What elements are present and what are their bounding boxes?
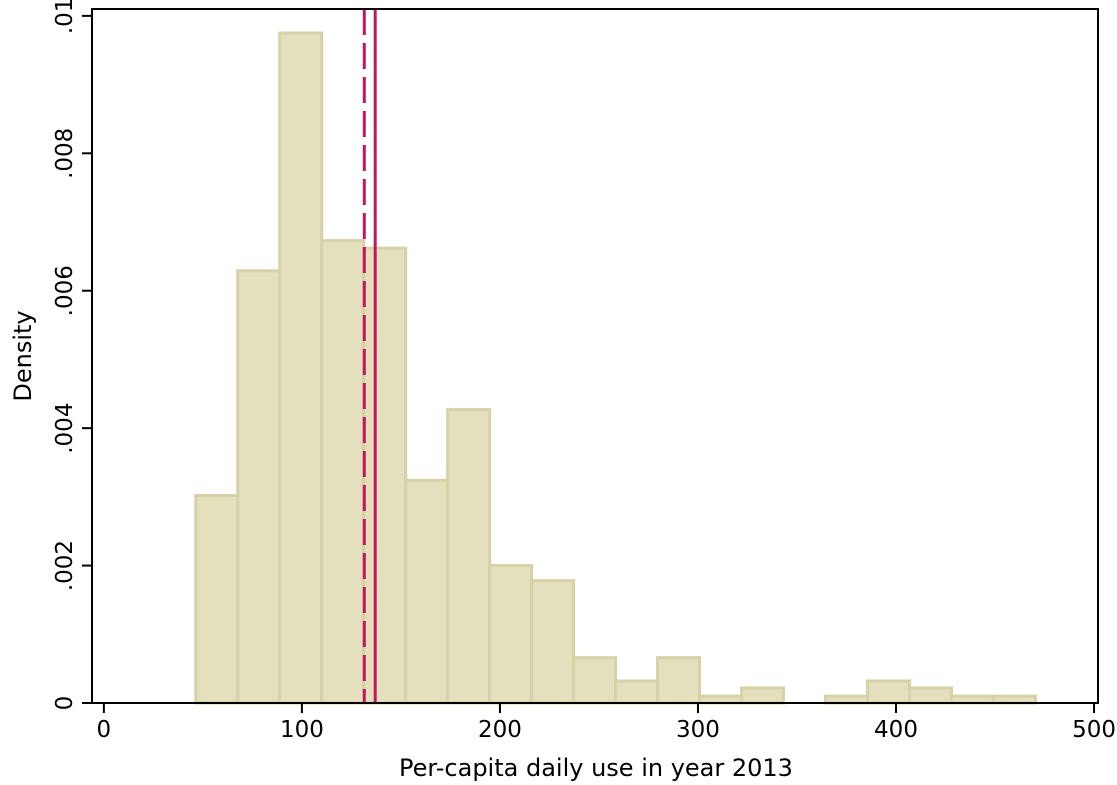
x-tick-label: 0 <box>97 717 112 743</box>
histogram-bar <box>446 408 492 705</box>
histogram-bar <box>991 694 1037 705</box>
histogram-bar <box>404 478 450 705</box>
histogram-bar <box>278 31 324 705</box>
x-tick-label: 100 <box>280 717 324 743</box>
x-tick-label: 200 <box>478 717 522 743</box>
bars-layer <box>103 31 1098 705</box>
histogram-bar <box>740 686 786 705</box>
histogram-bar <box>698 694 744 705</box>
histogram-bar <box>824 694 869 705</box>
y-axis: 0 .002 .004 .006 .008 .01 <box>52 0 92 710</box>
y-tick-label: .008 <box>52 128 78 179</box>
x-tick-label: 500 <box>1072 717 1116 743</box>
y-tick-label: 0 <box>52 696 78 711</box>
plot-frame <box>91 8 1099 704</box>
histogram-bar <box>907 686 953 705</box>
x-axis: 0 100 200 300 400 500 <box>97 703 1116 743</box>
histogram-bar <box>320 239 366 705</box>
histogram-bar <box>656 656 702 705</box>
histogram-bar <box>614 679 660 705</box>
histogram-bar <box>949 694 995 705</box>
reference-lines-layer <box>362 9 377 703</box>
y-axis-title: Density <box>9 310 37 401</box>
y-tick-label: .006 <box>52 265 78 316</box>
y-tick-label: .002 <box>52 540 78 591</box>
histogram-bar <box>194 493 240 705</box>
histogram-bar <box>236 269 282 705</box>
x-axis-title: Per-capita daily use in year 2013 <box>399 754 793 782</box>
histogram-bar <box>488 564 534 705</box>
histogram-bar <box>572 656 618 705</box>
y-tick-label: .004 <box>52 403 78 454</box>
x-tick-label: 400 <box>874 717 918 743</box>
histogram-bar <box>362 246 408 705</box>
histogram-bar <box>865 679 911 705</box>
y-tick-label: .01 <box>52 0 78 34</box>
histogram-bar <box>530 579 576 705</box>
x-tick-label: 300 <box>676 717 720 743</box>
